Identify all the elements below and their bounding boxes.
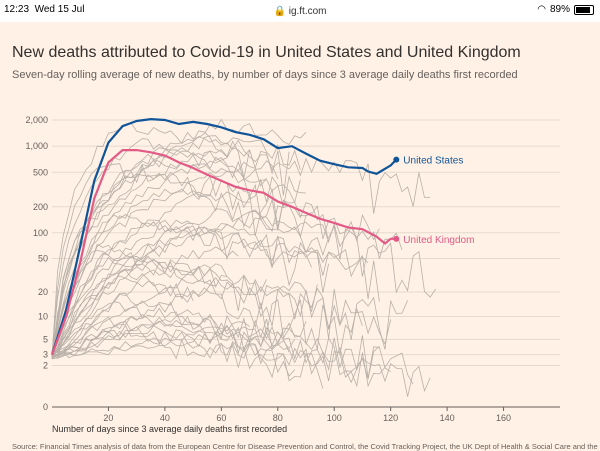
other-country-line [51,188,380,359]
y-tick-label: 20 [38,287,48,297]
other-country-line [51,135,301,359]
other-country-lines [51,118,437,397]
other-country-line [51,170,301,355]
other-country-line [51,163,312,358]
chart-svg: 0 23 5 10 20 50 100 200 500 1,000 2,000 20 40 60 80 10… [25,115,560,434]
y-tick-label: 3 [43,350,48,360]
other-country-line [51,321,250,360]
x-tick-label: 40 [160,413,170,423]
source-note: Source: Financial Times analysis of data… [12,442,600,451]
x-tick-label: 80 [273,413,283,423]
x-axis-label: Number of days since 3 average daily dea… [52,424,287,434]
lock-icon: 🔒 [273,6,286,17]
chart-title: New deaths attributed to Covid-19 in Uni… [12,44,521,61]
other-country-line [51,275,363,355]
x-tick-label: 20 [103,413,113,423]
other-country-line [51,301,391,379]
other-country-line [51,316,431,397]
wifi-icon: ◠ [537,4,546,15]
y-tick-label: 50 [38,254,48,264]
y-tick-label: 1,000 [25,141,48,151]
y-tick-label: 500 [33,167,48,177]
other-country-line [51,135,431,354]
battery-icon [574,4,594,15]
series-label: United Kingdom [403,235,474,246]
y-tick-label: 200 [33,202,48,212]
other-country-line [51,243,228,355]
other-country-line [51,320,414,388]
series-label: United States [403,156,463,167]
series-end-dot [393,235,400,242]
status-time: 12:23 [4,4,30,15]
other-country-line [51,250,318,357]
y-axis-ticks: 0 23 5 10 20 50 100 200 500 1,000 2,000 [25,115,48,412]
other-country-line [51,223,369,356]
y-tick-label: 0 [43,402,48,412]
series-line-united-states [50,117,398,356]
y-tick-label: 5 [43,334,48,344]
status-date: Wed 15 Jul [34,4,85,15]
status-right: ◠ 89% [537,4,594,15]
address-bar[interactable]: 🔒 ig.ft.com [0,6,600,17]
y-tick-label: 2,000 [25,115,48,125]
y-tick-label: 100 [33,228,48,238]
other-country-line [51,147,267,355]
other-country-line [51,225,380,357]
x-tick-label: 120 [383,413,398,423]
x-tick-label: 60 [216,413,226,423]
other-country-line [51,246,239,360]
other-country-line [51,315,290,356]
x-tick-label: 100 [327,413,342,423]
other-country-line [51,259,408,359]
other-country-line [51,148,228,353]
other-country-line [51,324,295,377]
x-tick-label: 160 [496,413,511,423]
series-end-dot [393,156,400,163]
status-time-date: 12:23 Wed 15 Jul [4,4,84,15]
other-country-line [51,277,392,353]
other-country-line [51,329,324,389]
other-country-line [51,292,307,353]
highlighted-series: United States United Kingdom [50,117,474,356]
other-country-line [51,118,307,353]
series-line-united-kingdom [50,149,397,356]
chart-subtitle: Seven-day rolling average of new deaths,… [12,69,518,81]
y-tick-label: 10 [38,311,48,321]
other-country-line [51,256,267,357]
url-text: ig.ft.com [288,6,327,17]
status-bar: 12:23 Wed 15 Jul 🔒 ig.ft.com ◠ 89% [0,0,600,22]
battery-text: 89% [549,4,570,15]
other-country-line [51,147,250,352]
x-tick-label: 140 [440,413,455,423]
gridlines [52,119,560,408]
y-tick-label: 2 [43,361,48,371]
other-country-line [51,191,250,360]
x-axis-ticks: 20 40 60 80 100 120 140 160 [103,407,511,423]
